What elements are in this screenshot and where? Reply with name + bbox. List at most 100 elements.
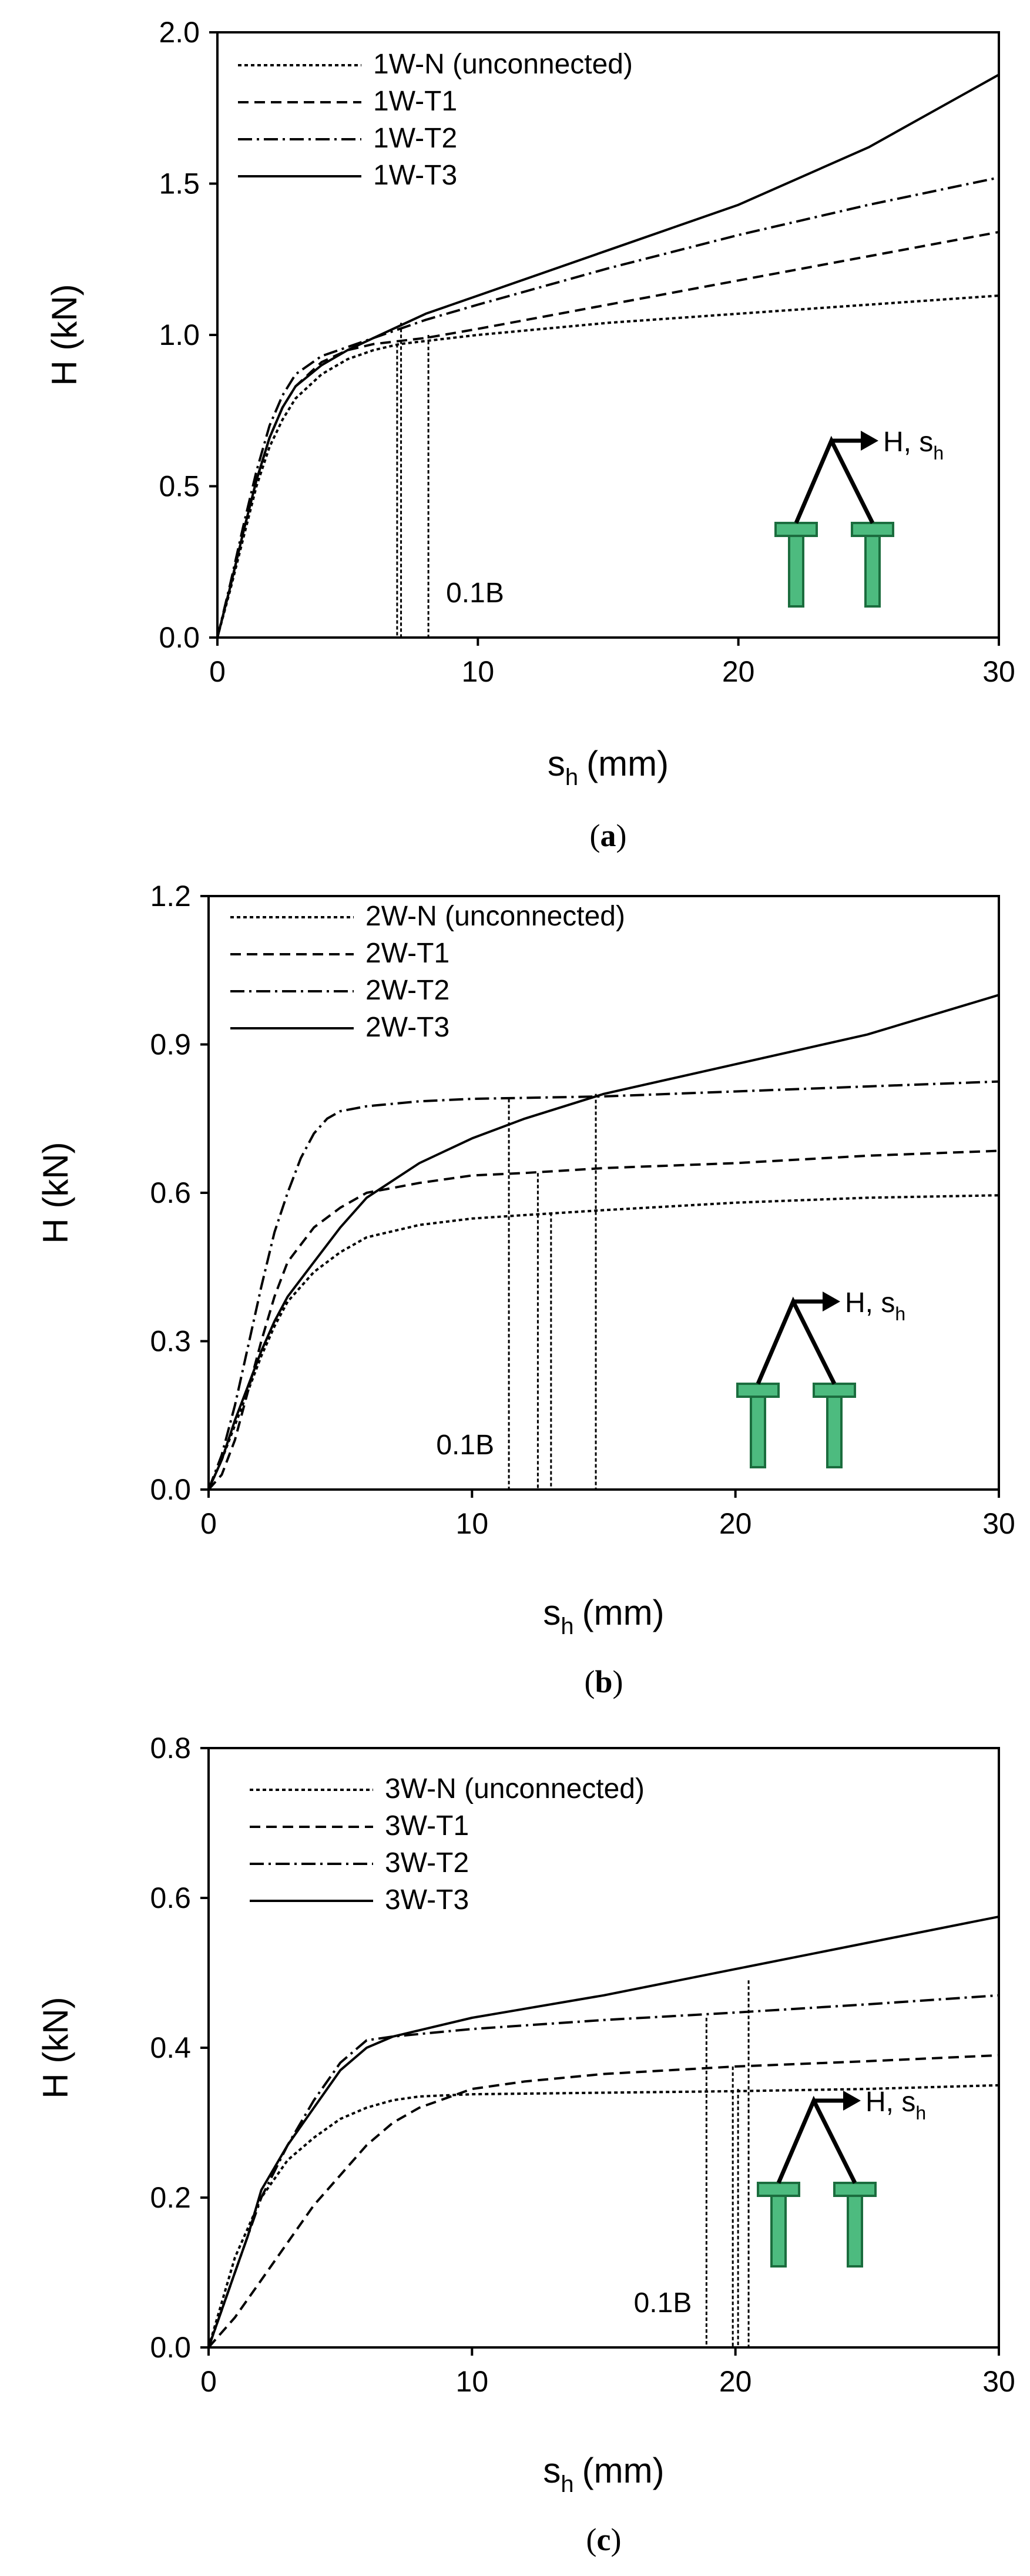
series-line-3w-t2 [207,1994,999,2348]
load-arrow-head [843,2091,861,2111]
panel-caption-open: ( [584,1664,595,1699]
footing-plate-right [851,522,894,537]
load-label: H, sh [845,1287,905,1324]
footing-plate-left [774,522,818,537]
series-line-3w-t3 [207,1915,999,2348]
panel-caption-open: ( [590,818,600,853]
x-tick-label: 0 [200,1507,217,1540]
footing-stem-left [788,535,804,608]
load-label-text: H, s [883,427,933,458]
panel-caption-letter: b [595,1664,612,1699]
load-label: H, sh [883,427,944,464]
x-axis-label-subscript: h [565,764,578,790]
x-axis-label: sh (mm) [548,744,669,790]
panel-caption-open: ( [586,2522,597,2557]
y-tick-label: 2.0 [159,16,200,49]
legend-label: 1W-T1 [373,86,457,117]
load-label-subscript: h [895,1303,905,1324]
footing-plate-right [813,1383,856,1398]
x-axis-label: sh (mm) [543,1593,664,1639]
footing-stem-left [770,2195,787,2268]
load-label-text: H, s [865,2087,915,2118]
series-line-1w-t3 [216,73,999,638]
load-label-text: H, s [845,1287,895,1319]
panel-caption-close: ) [610,2522,621,2557]
panel-caption: (c) [586,2522,622,2557]
annotation-0-1b: 0.1B [446,578,504,609]
panel-caption-letter: c [597,2522,611,2557]
footing-plate-left [757,2182,800,2197]
footing-plate-left [736,1383,780,1398]
footing-stem-right [847,2195,863,2268]
footing-stem-left [750,1396,766,1468]
panel-caption-letter: a [600,818,616,853]
footing-plate-right [833,2182,877,2197]
connection-frame [794,435,875,524]
x-tick-label: 20 [719,1507,752,1540]
load-label-subscript: h [933,442,944,464]
legend-label: 3W-N (unconnected) [385,1773,645,1804]
x-axis-label-unit: (mm) [582,1593,665,1632]
y-tick-label: 0.3 [150,1325,191,1358]
chart-panel-a: 0 10 20 300.00.51.01.52.0sh (mm)H (kN)0.1B1W… [45,16,1015,853]
x-axis-label-base: s [548,744,565,783]
legend-label: 2W-N (unconnected) [365,901,625,932]
x-tick-label: 0 [200,2365,217,2398]
x-tick-label: 20 [719,2365,752,2398]
y-tick-label: 0.5 [159,470,200,503]
annotation-0-1b: 0.1B [634,2287,692,2319]
x-tick-label: 10 [462,655,495,688]
y-tick-label: 0.2 [150,2181,191,2214]
legend-label: 1W-T2 [373,123,457,154]
legend-label: 2W-T1 [365,938,449,969]
x-axis-label: sh (mm) [543,2451,664,2497]
footing-stem-right [826,1396,843,1468]
x-tick-label: 30 [982,2365,1015,2398]
chart-panel-c: 0 10 20 300.00.20.40.60.8sh (mm)H (kN)0.1B3W… [36,1732,1015,2557]
legend-label: 1W-T3 [373,160,457,191]
foundation-inset: H, sh [774,427,944,608]
x-tick-label: 30 [982,1507,1015,1540]
series-line-2w-t1 [207,1149,999,1491]
y-tick-label: 1.0 [159,318,200,351]
legend-label: 2W-T2 [365,975,449,1006]
y-tick-label: 0.0 [150,1473,191,1506]
y-axis-label: H (kN) [36,1142,75,1243]
x-tick-label: 20 [722,655,755,688]
footing-stem-right [864,535,881,608]
series-line-3w-t1 [207,2054,999,2349]
series-line-2w-t2 [207,1080,999,1490]
plot-frame [207,1747,1000,2349]
y-tick-label: 0.0 [159,621,200,654]
connection-frame [776,2095,857,2184]
panel-caption-close: ) [613,1664,623,1699]
x-tick-label: 10 [456,2365,489,2398]
series-line-2w-t3 [207,994,999,1490]
x-axis-label-subscript: h [561,2471,573,2497]
panel-caption: (b) [584,1664,623,1699]
y-tick-label: 0.6 [150,1176,191,1209]
y-tick-label: 0.9 [150,1028,191,1061]
legend-label: 3W-T1 [385,1810,469,1842]
series-line-2w-n [207,1194,999,1490]
y-tick-label: 0.0 [150,2331,191,2364]
foundation-inset: H, sh [757,2087,926,2268]
x-tick-label: 30 [982,655,1015,688]
plot-frame [216,31,1000,639]
plot-frame [207,895,1000,1491]
x-tick-label: 0 [209,655,226,688]
x-axis-label-subscript: h [561,1614,573,1639]
load-label-subscript: h [915,2102,926,2124]
legend-label: 3W-T3 [385,1884,469,1916]
chart-panel-b: 0 10 20 300.00.30.60.91.2sh (mm)H (kN)0.1B2W… [36,880,1015,1699]
series-line-1w-t2 [216,176,999,638]
y-tick-label: 0.4 [150,2031,191,2064]
load-arrow-head [823,1292,840,1312]
x-axis-label-unit: (mm) [586,744,669,783]
y-axis-label: H (kN) [36,1997,75,2098]
legend-label: 1W-N (unconnected) [373,49,633,80]
series-line-3w-n [207,2084,999,2348]
load-arrow-head [861,431,878,451]
